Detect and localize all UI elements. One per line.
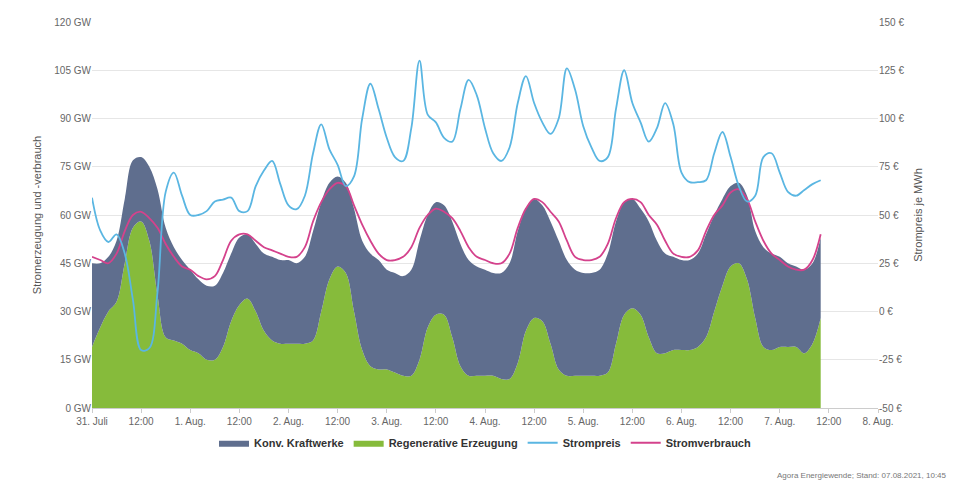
svg-text:0 €: 0 € <box>879 306 893 317</box>
svg-text:25 €: 25 € <box>879 258 899 269</box>
svg-text:45 GW: 45 GW <box>60 258 92 269</box>
svg-text:8. Aug.: 8. Aug. <box>862 416 893 427</box>
svg-text:15 GW: 15 GW <box>60 354 92 365</box>
svg-text:12:00: 12:00 <box>620 416 645 427</box>
svg-text:60 GW: 60 GW <box>60 210 92 221</box>
svg-text:2. Aug.: 2. Aug. <box>273 416 304 427</box>
svg-text:12:00: 12:00 <box>816 416 841 427</box>
svg-text:7. Aug.: 7. Aug. <box>764 416 795 427</box>
svg-text:100 €: 100 € <box>879 113 904 124</box>
svg-text:12:00: 12:00 <box>129 416 154 427</box>
svg-text:120 GW: 120 GW <box>54 17 91 28</box>
svg-text:31. Juli: 31. Juli <box>76 416 108 427</box>
svg-text:90 GW: 90 GW <box>60 113 92 124</box>
svg-text:Strompreis: Strompreis <box>563 437 621 449</box>
svg-text:Agora Energiewende; Stand: 07.: Agora Energiewende; Stand: 07.08.2021, 1… <box>777 471 947 480</box>
svg-text:0 GW: 0 GW <box>65 403 91 414</box>
svg-text:12:00: 12:00 <box>325 416 350 427</box>
svg-text:3. Aug.: 3. Aug. <box>371 416 402 427</box>
svg-text:6. Aug.: 6. Aug. <box>666 416 697 427</box>
svg-text:5. Aug.: 5. Aug. <box>568 416 599 427</box>
svg-text:1. Aug.: 1. Aug. <box>175 416 206 427</box>
svg-text:Stromverbrauch: Stromverbrauch <box>666 437 751 449</box>
svg-text:12:00: 12:00 <box>522 416 547 427</box>
svg-text:-50 €: -50 € <box>879 403 902 414</box>
svg-text:Regenerative Erzeugung: Regenerative Erzeugung <box>389 437 518 449</box>
svg-text:75 GW: 75 GW <box>60 161 92 172</box>
svg-text:Strompreis je MWh: Strompreis je MWh <box>912 168 924 262</box>
svg-text:12:00: 12:00 <box>423 416 448 427</box>
svg-text:4. Aug.: 4. Aug. <box>469 416 500 427</box>
svg-text:Konv. Kraftwerke: Konv. Kraftwerke <box>254 437 344 449</box>
svg-text:30 GW: 30 GW <box>60 306 92 317</box>
svg-text:12:00: 12:00 <box>227 416 252 427</box>
svg-text:125 €: 125 € <box>879 65 904 76</box>
svg-text:12:00: 12:00 <box>718 416 743 427</box>
svg-text:50 €: 50 € <box>879 210 899 221</box>
svg-text:150 €: 150 € <box>879 17 904 28</box>
svg-text:Stromerzeugung und -verbrauch: Stromerzeugung und -verbrauch <box>31 136 43 294</box>
svg-text:75 €: 75 € <box>879 161 899 172</box>
svg-text:-25 €: -25 € <box>879 354 902 365</box>
svg-text:105 GW: 105 GW <box>54 65 91 76</box>
